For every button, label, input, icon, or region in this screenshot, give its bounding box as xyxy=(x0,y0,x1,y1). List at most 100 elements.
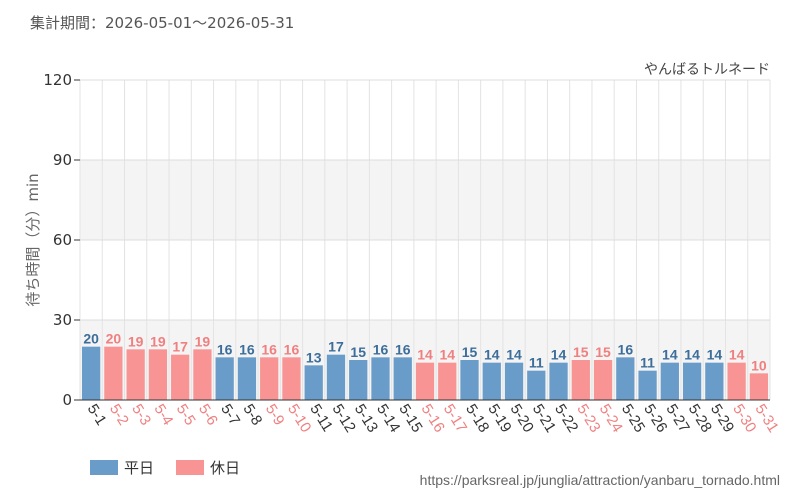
bar xyxy=(482,362,501,400)
bar xyxy=(82,346,101,400)
source-url: https://parksreal.jp/junglia/attraction/… xyxy=(419,472,780,488)
x-tick-label: 5-24 xyxy=(596,401,626,435)
bar xyxy=(504,362,524,400)
plot-band xyxy=(80,80,770,160)
y-axis-label: 待ち時間（分）min xyxy=(24,173,42,306)
value-label: 11 xyxy=(640,355,655,371)
x-tick-label: 5-26 xyxy=(640,401,670,435)
x-tick-label: 5-8 xyxy=(240,401,266,428)
weekday-swatch xyxy=(90,460,118,475)
value-label: 20 xyxy=(106,331,122,347)
value-label: 16 xyxy=(284,341,300,357)
holiday-swatch xyxy=(176,460,205,475)
bar xyxy=(571,360,590,400)
y-tick-label: 30 xyxy=(53,311,72,329)
value-label: 14 xyxy=(662,347,678,363)
bar xyxy=(549,362,568,400)
bar xyxy=(660,362,679,400)
x-tick-label: 5-28 xyxy=(685,401,715,435)
legend-weekday-label: 平日 xyxy=(124,459,155,477)
value-label: 16 xyxy=(395,341,411,357)
value-label: 14 xyxy=(707,347,723,363)
legend-holiday-label: 休日 xyxy=(210,459,241,477)
bar xyxy=(304,365,323,400)
chart-title: やんばるトルネード xyxy=(644,62,770,78)
bar xyxy=(638,370,657,400)
value-label: 19 xyxy=(150,333,166,349)
x-tick-label: 5-6 xyxy=(195,401,221,428)
x-tick-label: 5-22 xyxy=(551,401,581,435)
value-label: 16 xyxy=(618,341,634,357)
x-tick-label: 5-25 xyxy=(618,401,648,435)
x-tick-label: 5-27 xyxy=(662,401,692,435)
x-tick-label: 5-31 xyxy=(751,401,781,435)
x-tick-label: 5-16 xyxy=(418,401,448,435)
bar xyxy=(126,349,145,400)
y-tick-label: 90 xyxy=(53,151,72,169)
x-tick-label: 5-23 xyxy=(573,401,603,435)
y-axis-ticks: 0 30 60 90 120 xyxy=(43,71,80,409)
bar xyxy=(616,357,635,400)
value-label: 16 xyxy=(373,341,389,357)
value-label: 16 xyxy=(261,341,277,357)
x-tick-label: 5-4 xyxy=(151,401,177,428)
value-label: 14 xyxy=(729,347,745,363)
value-label: 10 xyxy=(751,357,767,373)
bar xyxy=(215,357,234,400)
x-tick-label: 5-1 xyxy=(84,401,110,428)
value-label: 14 xyxy=(439,347,455,363)
bar xyxy=(527,370,546,400)
bar xyxy=(171,354,190,400)
value-label: 17 xyxy=(172,339,188,355)
value-label: 14 xyxy=(506,347,522,363)
bar xyxy=(282,357,301,400)
bar xyxy=(371,357,390,400)
x-tick-label: 5-15 xyxy=(395,401,425,435)
y-tick-label: 0 xyxy=(62,391,72,409)
bar xyxy=(682,362,702,400)
legend-holiday: 休日 xyxy=(176,457,240,478)
bar xyxy=(749,373,768,400)
bars xyxy=(82,346,768,400)
value-label: 19 xyxy=(128,333,144,349)
x-tick-label: 5-18 xyxy=(462,401,492,435)
value-label: 15 xyxy=(595,344,611,360)
value-label: 19 xyxy=(195,333,211,349)
value-label: 15 xyxy=(350,344,366,360)
x-tick-label: 5-21 xyxy=(529,401,559,435)
y-tick-label: 120 xyxy=(43,71,72,89)
legend-weekday: 平日 xyxy=(90,457,154,478)
value-label: 15 xyxy=(462,344,478,360)
bar xyxy=(148,349,168,400)
value-label: 14 xyxy=(417,347,433,363)
value-labels: 20 20 19 19 17 19 16 16 16 16 13 17 15 16 16 14 14 15 14 14… xyxy=(83,331,767,374)
x-tick-label: 5-7 xyxy=(217,401,243,428)
x-tick-label: 5-29 xyxy=(707,401,737,435)
bar xyxy=(460,360,479,400)
x-tick-label: 5-17 xyxy=(440,401,470,435)
x-tick-label: 5-12 xyxy=(329,401,359,435)
bar xyxy=(104,346,123,400)
bar xyxy=(193,349,212,400)
value-label: 14 xyxy=(684,347,700,363)
bar xyxy=(393,357,412,400)
value-label: 20 xyxy=(83,331,99,347)
value-label: 13 xyxy=(306,349,322,365)
x-tick-label: 5-2 xyxy=(106,401,132,428)
y-tick-label: 60 xyxy=(53,231,72,249)
bar xyxy=(415,362,435,400)
bar xyxy=(349,360,368,400)
value-label: 14 xyxy=(484,347,500,363)
value-label: 16 xyxy=(239,341,255,357)
bar xyxy=(260,357,279,400)
plot-band xyxy=(80,160,770,240)
bar xyxy=(593,360,613,400)
period-label: 集計期間：2026-05-01～2026-05-31 xyxy=(30,14,295,32)
bar xyxy=(326,354,346,400)
x-tick-label: 5-9 xyxy=(262,401,288,428)
bar xyxy=(727,362,746,400)
x-tick-label: 5-20 xyxy=(507,401,537,435)
value-label: 11 xyxy=(529,355,544,371)
x-axis-ticks: 5-15-25-35-45-55-65-75-85-95-105-115-125… xyxy=(84,401,782,435)
